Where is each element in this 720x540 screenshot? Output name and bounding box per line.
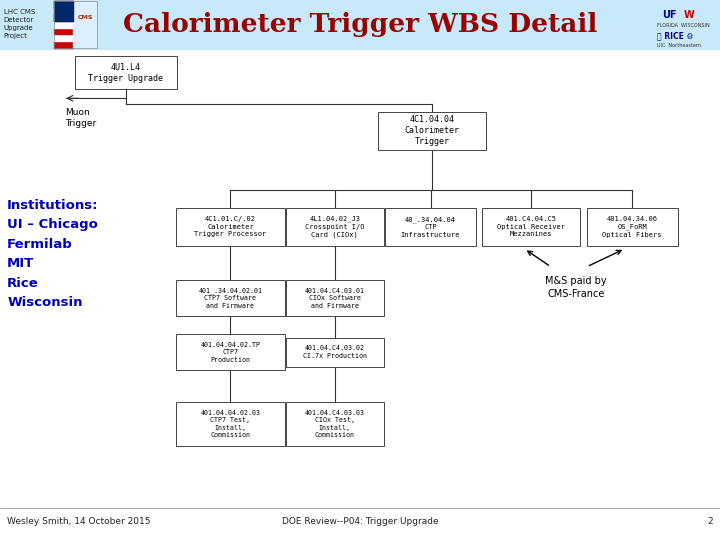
FancyBboxPatch shape: [176, 334, 285, 370]
Text: 4U1.L4
Trigger Upgrade: 4U1.L4 Trigger Upgrade: [89, 63, 163, 83]
Text: 401.04.C4.03.01
CIOx Software
and Firmware: 401.04.C4.03.01 CIOx Software and Firmwa…: [305, 288, 365, 308]
FancyBboxPatch shape: [75, 56, 177, 89]
Text: 401_.34.04.02.01
CTP7 Software
and Firmware: 401_.34.04.02.01 CTP7 Software and Firmw…: [199, 287, 262, 309]
Text: 401.04.04.02.03
CTP7 Test,
Install,
Commission: 401.04.04.02.03 CTP7 Test, Install, Comm…: [200, 410, 261, 438]
Text: 4C1.04.04
Calorimeter
Trigger: 4C1.04.04 Calorimeter Trigger: [405, 115, 459, 146]
Text: W: W: [684, 10, 695, 20]
Text: 401.04.04.02.TP
CTP7
Production: 401.04.04.02.TP CTP7 Production: [200, 342, 261, 362]
Text: Muon
Trigger: Muon Trigger: [65, 108, 96, 128]
Text: CMS: CMS: [77, 15, 93, 20]
FancyBboxPatch shape: [482, 208, 580, 246]
Text: UF: UF: [662, 10, 677, 20]
Text: 401.04.34.06
OS_FoRM
Optical Fibers: 401.04.34.06 OS_FoRM Optical Fibers: [603, 216, 662, 238]
Text: Ⓡ RICE ⚙: Ⓡ RICE ⚙: [657, 31, 693, 40]
Text: Calorimeter Trigger WBS Detail: Calorimeter Trigger WBS Detail: [123, 12, 597, 37]
Text: 401.C4.04.C5
Optical Receiver
Mezzanines: 401.C4.04.C5 Optical Receiver Mezzanines: [498, 217, 565, 237]
FancyBboxPatch shape: [176, 208, 285, 246]
Text: 4C1.01.C/.02
Calorimeter
Trigger Processor: 4C1.01.C/.02 Calorimeter Trigger Process…: [194, 217, 266, 237]
Text: Institutions:
UI – Chicago
Fermilab
MIT
Rice
Wisconsin: Institutions: UI – Chicago Fermilab MIT …: [7, 199, 99, 309]
FancyBboxPatch shape: [286, 280, 384, 316]
FancyBboxPatch shape: [385, 208, 476, 246]
Text: 40_.34.04.04
CTP
Infrastructure: 40_.34.04.04 CTP Infrastructure: [401, 216, 460, 238]
FancyBboxPatch shape: [176, 280, 285, 316]
FancyBboxPatch shape: [286, 402, 384, 446]
FancyBboxPatch shape: [176, 402, 285, 446]
Text: M&S paid by
CMS-France: M&S paid by CMS-France: [545, 276, 607, 299]
FancyBboxPatch shape: [286, 338, 384, 367]
Text: 2: 2: [707, 517, 713, 525]
Text: 4L1.04.02_J3
Crosspoint I/O
Card (CIOx): 4L1.04.02_J3 Crosspoint I/O Card (CIOx): [305, 215, 364, 238]
FancyBboxPatch shape: [377, 111, 487, 150]
Text: DOE Review--P04: Trigger Upgrade: DOE Review--P04: Trigger Upgrade: [282, 517, 438, 525]
Text: FLORIDA  WISCONSIN: FLORIDA WISCONSIN: [657, 23, 709, 28]
FancyBboxPatch shape: [286, 208, 384, 246]
FancyBboxPatch shape: [587, 208, 678, 246]
Text: 401.04.C4.03.02
CI.7x Production: 401.04.C4.03.02 CI.7x Production: [303, 346, 366, 359]
Text: LHC CMS
Detector
Upgrade
Project: LHC CMS Detector Upgrade Project: [4, 9, 35, 39]
Text: Wesley Smith, 14 October 2015: Wesley Smith, 14 October 2015: [7, 517, 150, 525]
Text: 401.04.C4.03.03
CIOx Test,
Install,
Commission: 401.04.C4.03.03 CIOx Test, Install, Comm…: [305, 410, 365, 438]
Text: UIC  Northeastern: UIC Northeastern: [657, 43, 701, 48]
